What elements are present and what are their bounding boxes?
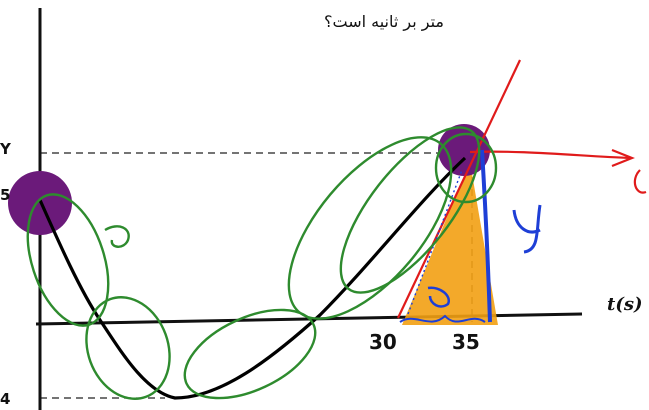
x-axis-label: t(s) xyxy=(607,294,643,315)
blue-glyph-lower xyxy=(427,286,451,308)
motion-curve xyxy=(38,156,467,400)
tick-label-x-30: 30 xyxy=(369,330,397,354)
orange-triangle xyxy=(402,162,498,325)
blue-glyph-upper xyxy=(512,204,542,254)
blue-baseline-scribble xyxy=(399,314,486,323)
green-loop-2 xyxy=(85,296,171,400)
green-loop-6 xyxy=(434,132,498,204)
tick-label-y-5: 5 xyxy=(0,186,11,204)
blue-stroke-vertical xyxy=(480,149,492,323)
green-glyph xyxy=(104,225,130,248)
question-text: متر بر ثانیه است؟ xyxy=(323,12,444,31)
green-loop-4 xyxy=(287,136,453,320)
red-hook xyxy=(633,169,647,194)
red-tangent-line xyxy=(397,59,521,319)
green-loop-5 xyxy=(339,126,481,294)
red-arrow xyxy=(469,148,635,168)
tick-label-y-4: 4 xyxy=(0,390,11,408)
green-loop-3 xyxy=(183,308,317,400)
tick-label-y-top: Y xyxy=(0,140,11,158)
tick-label-x-35: 35 xyxy=(452,330,480,354)
